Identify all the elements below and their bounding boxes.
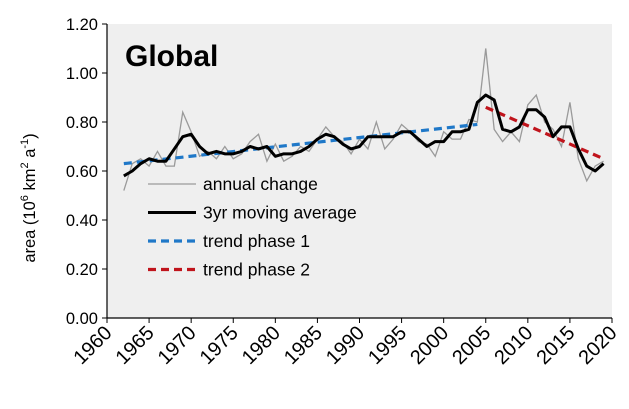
series-3yr-moving-average — [123, 93, 605, 178]
ylabel-exp-1: 6 — [19, 195, 31, 201]
x-tick-label: 1990 — [322, 322, 369, 369]
x-tick-label: 2020 — [575, 322, 622, 369]
x-tick-label: 1995 — [364, 322, 411, 369]
ylabel-main: area (10 — [21, 201, 39, 262]
y-tick-label: 0.40 — [66, 212, 98, 230]
y-tick-label: 1.20 — [66, 16, 98, 34]
x-tick-label: 2000 — [406, 322, 453, 369]
legend: annual change 3yr moving average trend pha… — [148, 174, 357, 280]
x-tick-label: 1965 — [112, 322, 159, 369]
series-trend-phase-2 — [485, 105, 605, 161]
legend-label: 3yr moving average — [203, 203, 357, 223]
x-tick-label: 1960 — [70, 322, 117, 369]
x-tick-label: 1985 — [280, 322, 327, 369]
legend-label: annual change — [203, 174, 318, 194]
y-tick-label: 0.20 — [66, 261, 98, 279]
y-tick-label: 1.00 — [66, 65, 98, 83]
svg-text:area (106 km2 a-1): area (106 km2 a-1) — [19, 133, 39, 262]
legend-label: trend phase 1 — [203, 231, 310, 251]
y-tick-label: 0.80 — [66, 114, 98, 132]
ylabel-exp-2: 2 — [19, 162, 31, 168]
chart-title: Global — [125, 40, 218, 73]
x-tick-label: 2005 — [448, 322, 495, 369]
ylabel-mid: km — [21, 168, 39, 195]
x-tick-label: 1975 — [196, 322, 243, 369]
x-tick-label: 1980 — [238, 322, 285, 369]
x-tick-label: 2010 — [490, 322, 537, 369]
y-axis-label: area (106 km2 a-1) — [19, 133, 39, 262]
ylabel-end: ) — [21, 133, 39, 139]
y-tick-label: 0.60 — [66, 163, 98, 181]
y-tick-label: 0.00 — [66, 310, 98, 328]
legend-label: trend phase 2 — [203, 260, 310, 280]
x-tick-label: 2015 — [532, 322, 579, 369]
series-trend-phase-1 — [123, 122, 478, 166]
series-layer — [123, 48, 605, 191]
ylabel-exp-3: -1 — [19, 139, 31, 149]
x-tick-label: 1970 — [154, 322, 201, 369]
ylabel-mid-2: a — [21, 148, 39, 163]
